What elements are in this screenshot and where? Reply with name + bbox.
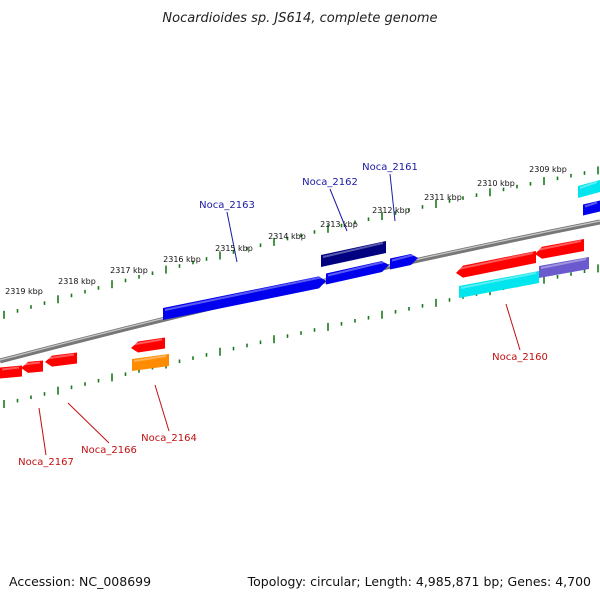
reverse-label-leader (505, 303, 521, 351)
forward-label-leader (389, 173, 396, 222)
gene-blue-top (583, 200, 600, 216)
gene-slate-2160-shine (540, 258, 587, 269)
gene-navy-2162 (321, 241, 386, 267)
gene-slate-2160 (539, 257, 589, 278)
gene-red-2167a-shine (22, 361, 41, 366)
gene-blue-large-shine (164, 276, 324, 311)
kbp-label: 2309 kbp (529, 165, 567, 174)
gene-features (0, 180, 600, 379)
gene-blue-2161-shine (391, 253, 416, 262)
kbp-label: 2314 kbp (268, 232, 306, 241)
gene-label-noca-2163: Noca_2163 (199, 200, 255, 211)
gene-red-2160b-shine (536, 240, 582, 251)
gene-label-noca-2164: Noca_2164 (141, 433, 197, 444)
gene-navy-2162-shine (322, 242, 384, 258)
map-title: Nocardioides sp. JS614, complete genome (162, 11, 437, 26)
gene-red-2164-shine (132, 338, 163, 346)
gene-red-2160a-body (456, 251, 536, 278)
gene-red-2160a (456, 251, 536, 278)
gene-red-2166-shine (46, 353, 75, 360)
gene-orange-2164-body (132, 354, 169, 371)
accession-text: Accession: NC_008699 (9, 574, 151, 589)
gene-label-noca-2162: Noca_2162 (302, 177, 358, 188)
gene-red-2164 (131, 337, 165, 353)
kbp-label: 2316 kbp (163, 255, 201, 264)
gene-label-noca-2161: Noca_2161 (362, 162, 418, 173)
gene-cyan-top (578, 180, 600, 198)
gene-red-2164-body (131, 337, 165, 353)
kbp-labels: 2309 kbp 2310 kbp 2311 kbp 2312 kbp 2313 kbp… (5, 165, 567, 296)
gene-blue-2162-body (326, 261, 389, 285)
genome-summary-text: Topology: circular; Length: 4,985,871 bp… (247, 574, 591, 589)
gene-red-2166-body (45, 352, 77, 367)
forward-label-leader (329, 188, 348, 232)
kbp-label: 2311 kbp (424, 193, 462, 202)
gene-orange-2164-shine (133, 355, 167, 362)
gene-blue-top-body (583, 200, 600, 216)
gene-blue-large-body (163, 276, 326, 320)
gene-navy-2162-body (321, 241, 386, 267)
gene-cyan-top-body (578, 180, 600, 198)
gene-label-noca-2167: Noca_2167 (18, 457, 74, 468)
gene-blue-2162 (326, 260, 389, 285)
gene-red-2166 (45, 352, 77, 367)
kbp-label: 2312 kbp (372, 206, 410, 215)
gene-cyan-2160-body (459, 271, 539, 298)
gene-red-2167a (21, 360, 43, 373)
gene-red-2167b-shine (1, 366, 20, 371)
reverse-label-leader (154, 384, 170, 432)
gene-orange-2164 (132, 354, 169, 371)
kbp-label: 2313 kbp (320, 220, 358, 229)
reverse-label-leader (38, 407, 47, 456)
gene-blue-top-shine (584, 201, 598, 208)
reverse-label-leader (67, 402, 110, 444)
gene-blue-large (163, 276, 326, 320)
gene-red-2160a-shine (457, 252, 534, 270)
gene-labels: Noca_2163 Noca_2162 Noca_2161 Noca_2160 Noca… (18, 162, 548, 468)
gene-cyan-2160 (459, 271, 539, 298)
kbp-label: 2318 kbp (58, 277, 96, 286)
gene-red-2160b (535, 239, 584, 259)
gene-blue-2161-body (390, 254, 418, 270)
gene-red-2160b-body (535, 239, 584, 259)
kbp-label: 2310 kbp (477, 179, 515, 188)
forward-label-leader (226, 211, 238, 263)
kbp-label: 2319 kbp (5, 287, 43, 296)
gene-slate-2160-body (539, 257, 589, 278)
gene-red-2167b (0, 365, 22, 379)
gene-label-noca-2160: Noca_2160 (492, 352, 548, 363)
gene-label-noca-2166: Noca_2166 (81, 445, 137, 456)
gene-blue-2162-shine (327, 260, 387, 277)
gene-blue-2161 (390, 253, 418, 270)
kbp-label: 2315 kbp (215, 244, 253, 253)
kbp-label: 2317 kbp (110, 266, 148, 275)
gene-cyan-top-shine (579, 181, 598, 189)
gene-red-2167a-body (21, 360, 43, 373)
gene-cyan-2160-shine (460, 272, 537, 289)
gene-red-2167b-body (0, 365, 22, 379)
